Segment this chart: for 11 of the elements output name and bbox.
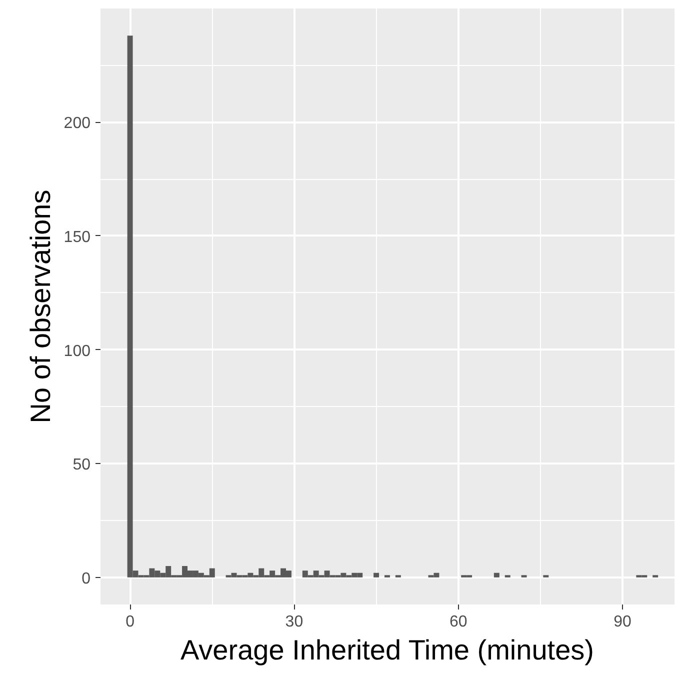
- y-tick-label: 100: [64, 342, 91, 360]
- x-axis-title: Average Inherited Time (minutes): [180, 634, 594, 666]
- y-tick-label: 150: [64, 228, 91, 246]
- x-tick-label: 90: [614, 614, 632, 630]
- x-tick-label: 60: [449, 614, 468, 630]
- x-tick-label: 0: [126, 614, 135, 630]
- y-axis-title: No of observations: [24, 190, 56, 424]
- x-tick-label: 30: [285, 614, 304, 630]
- y-tick-label: 50: [72, 456, 91, 474]
- y-tick-label: 0: [82, 570, 91, 588]
- y-tick-label: 200: [64, 115, 91, 132]
